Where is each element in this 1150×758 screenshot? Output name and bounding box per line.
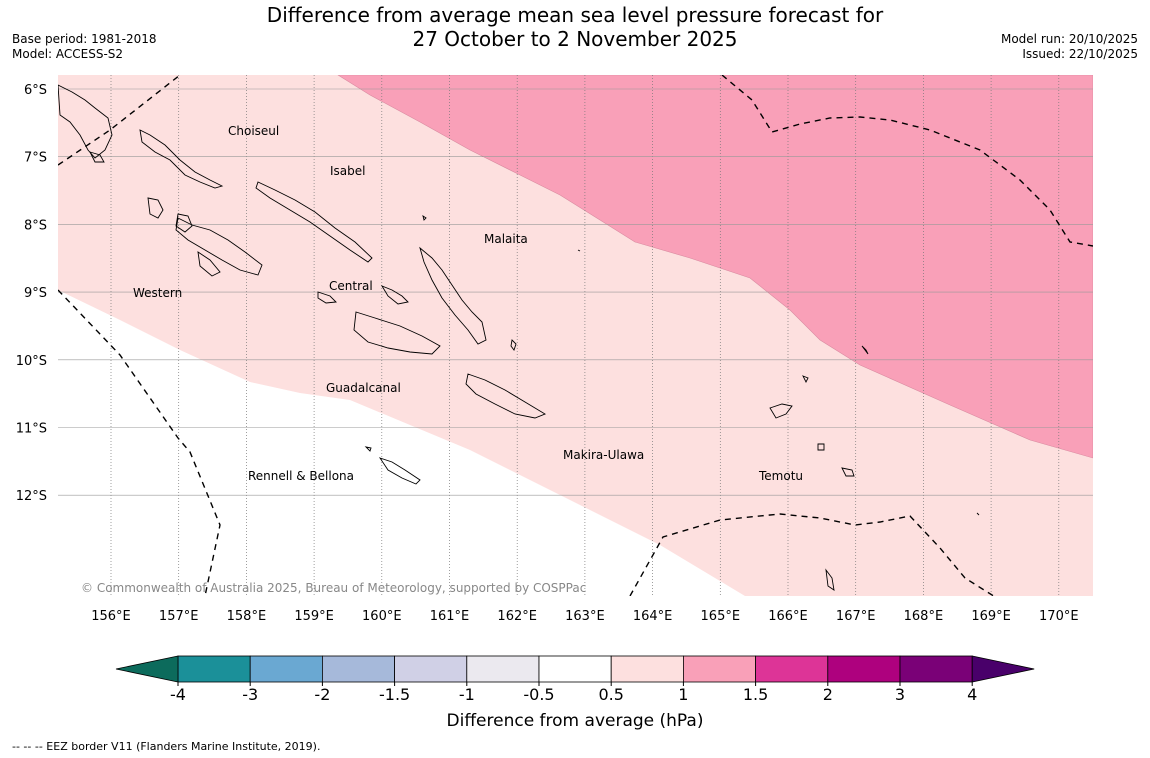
longitude-label: 165°E [701, 609, 741, 624]
island-guadalcanal [353, 311, 441, 355]
longitude-label: 168°E [904, 609, 944, 624]
colorbar-tick-label: 3 [895, 685, 905, 704]
colorbar-swatch [394, 655, 468, 683]
graticule [58, 75, 1093, 596]
island-nggela [317, 291, 337, 304]
island-sikaiana [577, 249, 581, 252]
island-tikopia [825, 568, 835, 591]
island-bellona [364, 446, 372, 452]
chart-title-line2: 27 October to 2 November 2025 [412, 27, 738, 51]
island-rendova [197, 251, 221, 277]
region-label-makira-ulawa: Makira-Ulawa [563, 448, 644, 462]
island-bougainville [58, 84, 113, 159]
longitude-label: 157°E [159, 609, 199, 624]
latitude-label: 11°S [16, 422, 47, 437]
colorbar-swatch [610, 655, 684, 683]
colorbar-swatch [683, 655, 757, 683]
colorbar-tick-label: 1 [678, 685, 688, 704]
island-vanikoro [841, 467, 855, 477]
colorbar-label: Difference from average (hPa) [447, 711, 704, 731]
colorbar-over-arrow [971, 655, 1035, 683]
colorbar-swatch [538, 655, 612, 683]
latitude-label: 8°S [24, 218, 47, 233]
longitude-label: 164°E [633, 609, 673, 624]
colorbar-tick-label: 1.5 [743, 685, 768, 704]
colorbar-swatch [755, 655, 829, 683]
region-label-choiseul: Choiseul [228, 124, 279, 138]
chart-title-line1: Difference from average mean sea level p… [266, 3, 884, 27]
model-run: Model run: 20/10/2025 [1000, 32, 1138, 46]
colorbar-under-arrow [115, 655, 179, 683]
island-vella [147, 197, 164, 219]
island-new-georgia [175, 217, 263, 276]
island-kolombangara [175, 213, 193, 233]
island-reef [861, 345, 869, 355]
longitude-label: 156°E [91, 609, 131, 624]
region-label-isabel: Isabel [330, 164, 365, 178]
island-ulawa [510, 339, 517, 351]
latitude-label: 7°S [24, 151, 47, 166]
colorbar-swatch [321, 655, 395, 683]
latitude-label: 6°S [24, 83, 47, 98]
base-period: Base period: 1981-2018 [12, 32, 157, 46]
island-isabel [255, 181, 373, 263]
latitude-label: 9°S [24, 286, 47, 301]
region-label-malaita: Malaita [484, 232, 528, 246]
longitude-label: 170°E [1039, 609, 1079, 624]
island-utupua [817, 443, 825, 451]
island-malaita [419, 246, 487, 345]
map: Choiseul Isabel Malaita Western Central … [16, 75, 1093, 624]
island-duff [802, 375, 809, 384]
island-ontong [422, 214, 427, 221]
colorbar-swatch [466, 655, 540, 683]
longitude-label: 167°E [836, 609, 876, 624]
colorbar-swatch [899, 655, 973, 683]
island-rennell [378, 457, 421, 485]
island-anuta [976, 512, 980, 516]
island-choiseul [139, 129, 224, 189]
island-shortland [89, 151, 105, 163]
longitude-label: 163°E [565, 609, 605, 624]
longitude-label: 160°E [362, 609, 402, 624]
colorbar-swatch [177, 655, 251, 683]
coastlines [58, 84, 980, 591]
model-name: Model: ACCESS-S2 [12, 47, 124, 61]
eez-legend: -- -- -- EEZ border V11 (Flanders Marine… [12, 740, 321, 753]
colorbar-tick-label: 4 [967, 685, 977, 704]
eez-border [58, 75, 1093, 596]
colorbar-tick-label: -0.5 [523, 685, 554, 704]
longitude-label: 162°E [497, 609, 537, 624]
colorbar-swatch [249, 655, 323, 683]
region-label-western: Western [133, 286, 182, 300]
colorbar-tick-label: -1 [459, 685, 475, 704]
longitude-label: 169°E [971, 609, 1011, 624]
copyright-notice: © Commonwealth of Australia 2025, Bureau… [81, 581, 586, 595]
island-russell [380, 285, 409, 305]
issued-date: Issued: 22/10/2025 [1022, 47, 1138, 61]
longitude-label: 166°E [768, 609, 808, 624]
latitude-label: 12°S [16, 489, 47, 504]
longitude-label: 159°E [294, 609, 334, 624]
colorbar-tick-label: 0.5 [598, 685, 623, 704]
colorbar-swatch [827, 655, 901, 683]
latitude-label: 10°S [16, 354, 47, 369]
region-label-temotu: Temotu [758, 469, 803, 483]
colorbar-tick-label: -2 [314, 685, 330, 704]
island-makira [465, 373, 547, 419]
island-santa-cruz [769, 403, 793, 419]
colorbar-tick-label: -3 [242, 685, 258, 704]
region-label-central: Central [329, 279, 373, 293]
colorbar-tick-label: -4 [170, 685, 186, 704]
region-label-guadalcanal: Guadalcanal [326, 381, 401, 395]
colorbar-tick-label: -1.5 [379, 685, 410, 704]
longitude-label: 158°E [227, 609, 267, 624]
region-label-rennell-bellona: Rennell & Bellona [248, 469, 354, 483]
longitude-label: 161°E [430, 609, 470, 624]
colorbar-tick-label: 2 [823, 685, 833, 704]
